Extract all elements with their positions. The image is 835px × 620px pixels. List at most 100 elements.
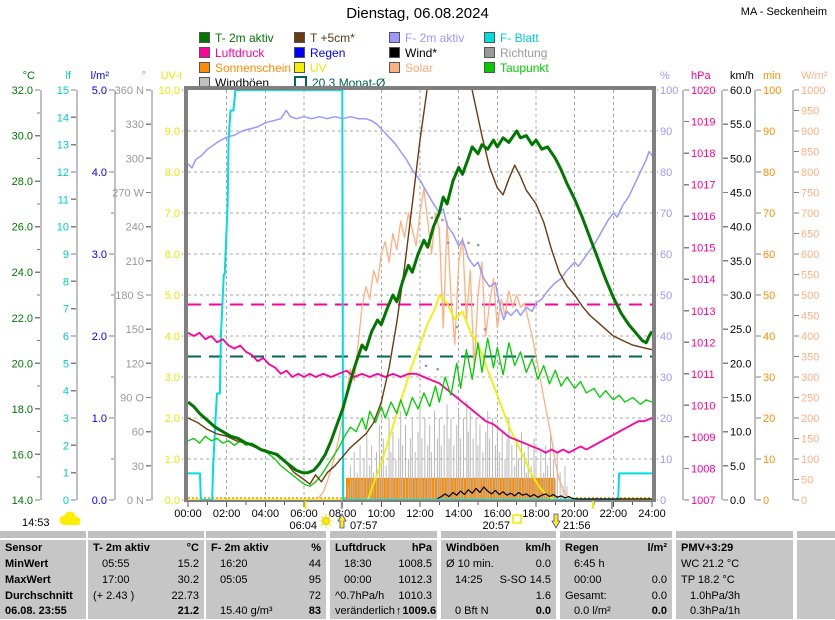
svg-text:32.0: 32.0 <box>12 85 33 97</box>
svg-text:60.0: 60.0 <box>730 85 751 97</box>
legend-item-sonnenschein: Sonnenschein <box>199 60 294 75</box>
axis-hpa: 1020 1019 1018 1017 1016 1015 1014 1013 1012 1011… <box>682 70 715 507</box>
svg-text:l/m²: l/m² <box>91 70 110 82</box>
legend-label: Solar <box>405 60 434 75</box>
stat-group-regen: Regen l/m² 6:45 h 00:00 0.0 Gesamt: 0.0 0.0 l/m… <box>560 540 672 619</box>
stat-group-title: PMV+3:29 <box>681 542 734 554</box>
svg-text:0.0: 0.0 <box>92 495 107 507</box>
svg-text:80: 80 <box>763 167 775 179</box>
stat-label: ^0.7hPa/h <box>335 590 385 602</box>
stat-group-f-2m-aktiv: F- 2m aktiv% 16:20 44 05:05 95 72 15.40 g/m³ 83 <box>206 540 326 619</box>
svg-text:7.0: 7.0 <box>165 208 180 220</box>
svg-text:50: 50 <box>801 475 813 487</box>
svg-text:60: 60 <box>660 249 672 261</box>
svg-text:8: 8 <box>63 276 69 288</box>
moonset-time: 21:56 <box>563 520 591 531</box>
row-label: Durchschnitt <box>5 590 73 602</box>
svg-text:1008: 1008 <box>691 463 715 475</box>
table-top-strip-segment <box>88 531 204 538</box>
svg-text:0.0: 0.0 <box>730 495 745 507</box>
sunset-icon <box>512 514 522 524</box>
series-luftdruck <box>187 331 653 454</box>
stat-value: 30.2 <box>177 574 199 586</box>
svg-text:40: 40 <box>660 331 672 343</box>
moonset-icon <box>551 513 561 529</box>
stat-group-unit: % <box>311 542 321 554</box>
svg-text:700: 700 <box>801 208 819 220</box>
stat-value: S-SO 14.5 <box>499 574 551 586</box>
svg-text:min: min <box>763 70 781 82</box>
svg-text:24:00: 24:00 <box>638 508 666 520</box>
svg-text:0: 0 <box>63 495 69 507</box>
stat-group-title: Regen <box>565 542 599 554</box>
svg-text:30: 30 <box>132 461 144 473</box>
svg-text:350: 350 <box>801 352 819 364</box>
moonrise-icon <box>337 513 347 529</box>
stat-group-unit: hPa <box>411 542 432 554</box>
moon-cloud-note: 14:53 <box>22 511 80 529</box>
svg-text:2.0: 2.0 <box>92 331 107 343</box>
svg-text:1013: 1013 <box>691 306 715 318</box>
stat-label: Ø 10 min. <box>446 558 494 570</box>
table-top-strip-segment <box>797 531 835 538</box>
svg-text:04:00: 04:00 <box>252 508 280 520</box>
legend-label: F- Blatt <box>500 30 539 45</box>
legend-color-box <box>484 32 495 43</box>
svg-text:1018: 1018 <box>691 148 715 160</box>
svg-text:24.0: 24.0 <box>12 267 33 279</box>
svg-text:08:00: 08:00 <box>329 508 357 520</box>
svg-text:650: 650 <box>801 229 819 241</box>
svg-text:150: 150 <box>801 434 819 446</box>
stat-label: 14:25 <box>455 574 483 586</box>
svg-text:0 N: 0 N <box>127 495 144 507</box>
svg-text:200: 200 <box>801 413 819 425</box>
stat-label: 6:45 h <box>574 558 605 570</box>
stat-label: 17:00 <box>102 574 130 586</box>
legend-color-box <box>199 47 210 58</box>
svg-text:25.0: 25.0 <box>730 324 751 336</box>
series-wind <box>437 486 652 500</box>
legend-item-luftdruck: Luftdruck <box>199 45 294 60</box>
svg-text:12:00: 12:00 <box>406 508 434 520</box>
svg-text:360 N: 360 N <box>115 85 144 97</box>
stat-label: 0.3hPa/1h <box>690 605 741 617</box>
plot-border <box>184 86 656 502</box>
svg-text:00:00: 00:00 <box>174 508 202 520</box>
page-title: Dienstag, 06.08.2024 <box>346 5 489 22</box>
stat-value: 0.0 <box>535 605 551 617</box>
stat-value: 0.0 <box>651 605 667 617</box>
svg-text:55.0: 55.0 <box>730 119 751 131</box>
svg-text:10: 10 <box>57 222 69 234</box>
svg-text:lf: lf <box>66 70 72 82</box>
svg-text:14:53: 14:53 <box>22 517 50 529</box>
legend-item-solar: Solar <box>389 60 484 75</box>
series-t-2m-aktiv <box>187 129 654 475</box>
stat-value: 0.0 <box>535 558 551 570</box>
svg-text:60: 60 <box>132 427 144 439</box>
svg-text:12: 12 <box>57 167 69 179</box>
stat-value: 1008.5 <box>398 558 432 570</box>
svg-text:°C: °C <box>23 70 35 82</box>
chart-legend: T- 2m aktiv T +5cm* F- 2m aktiv F- Blatt Luf… <box>199 30 594 90</box>
sunrise-icon <box>319 514 333 528</box>
table-top-strip-segment <box>441 531 556 538</box>
stat-group-windb-en: Windböen km/h Ø 10 min. 0.0 14:25 S-SO 14.5 1.… <box>441 540 556 619</box>
stat-group-title: F- 2m aktiv <box>211 542 269 554</box>
svg-text:3: 3 <box>63 413 69 425</box>
stat-value: 0.0 <box>651 590 667 602</box>
svg-text:UV-I: UV-I <box>161 70 182 82</box>
svg-text:10: 10 <box>763 454 775 466</box>
svg-text:3.0: 3.0 <box>92 249 107 261</box>
legend-item-20-3-monat: 20.3 Monat-Ø <box>294 75 389 90</box>
row-label: 06.08. 23:55 <box>5 605 67 617</box>
svg-text:180 S: 180 S <box>115 290 144 302</box>
svg-text:16.0: 16.0 <box>12 449 33 461</box>
svg-text:330: 330 <box>126 119 144 131</box>
svg-text:5.0: 5.0 <box>92 85 107 97</box>
svg-text:6: 6 <box>63 331 69 343</box>
svg-text:300: 300 <box>126 153 144 165</box>
svg-text:13: 13 <box>57 140 69 152</box>
legend-item-t-2m-aktiv: T- 2m aktiv <box>199 30 294 45</box>
legend-label: Richtung <box>500 45 548 60</box>
stat-group-unit: l/m² <box>647 542 667 554</box>
